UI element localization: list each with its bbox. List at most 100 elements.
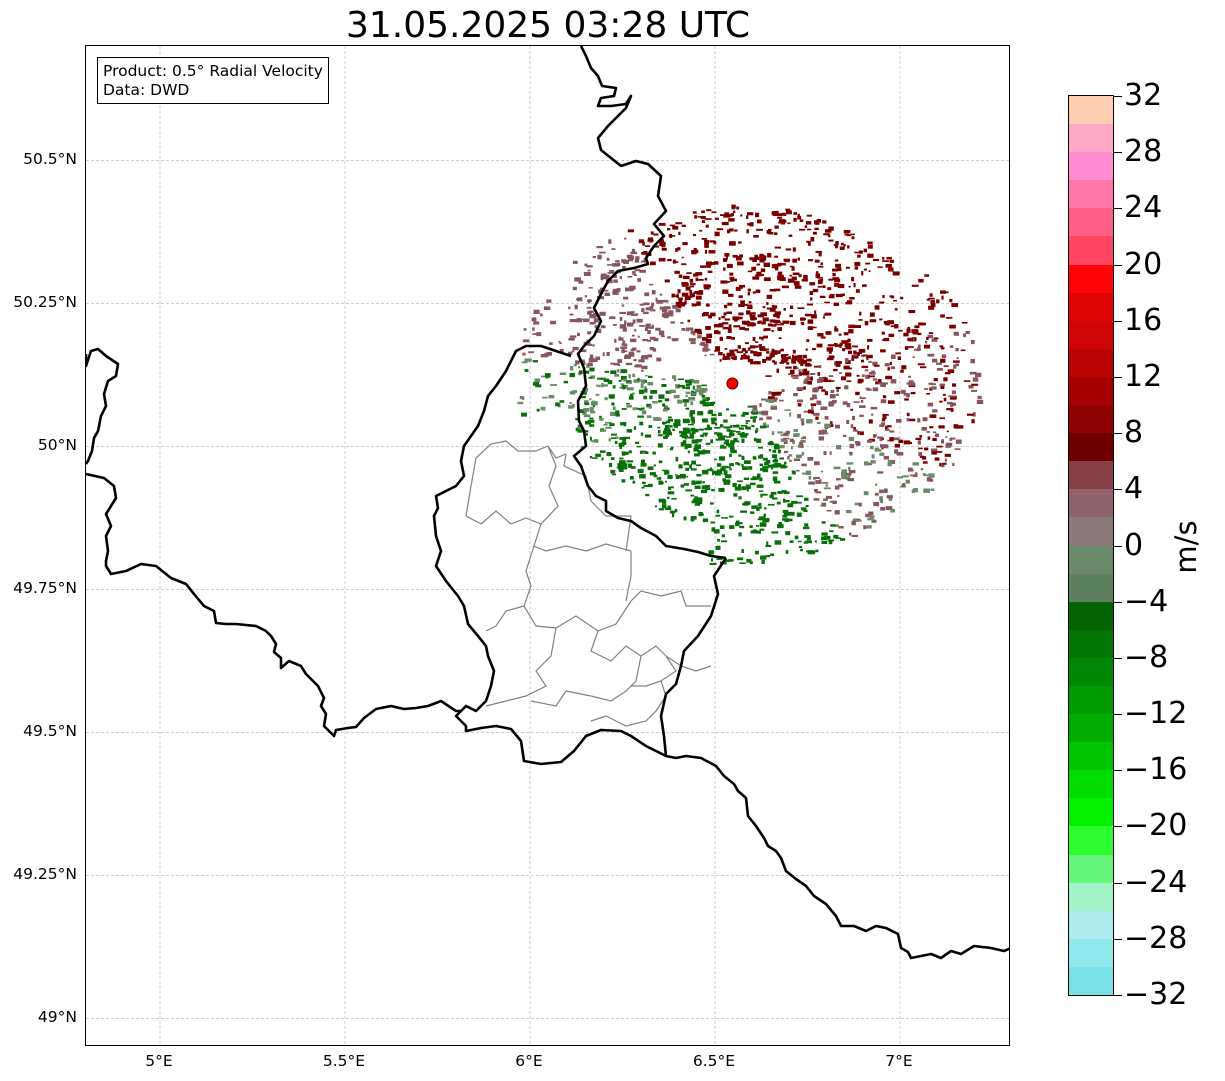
echo-pixel xyxy=(675,309,681,313)
echo-pixel xyxy=(866,388,872,391)
echo-pixel xyxy=(578,409,585,413)
echo-pixel xyxy=(716,463,722,467)
echo-pixel xyxy=(906,412,910,417)
colorbar-segment xyxy=(1069,629,1113,658)
echo-pixel xyxy=(801,322,805,326)
echo-pixel xyxy=(820,336,826,339)
echo-pixel xyxy=(611,473,616,476)
echo-pixel xyxy=(871,454,875,459)
echo-pixel xyxy=(928,332,934,334)
echo-pixel xyxy=(956,357,959,359)
radar-site-marker[interactable] xyxy=(726,377,739,390)
echo-pixel xyxy=(826,357,834,361)
echo-pixel xyxy=(716,509,720,514)
echo-pixel xyxy=(667,496,670,499)
colorbar-segment xyxy=(1069,742,1113,771)
echo-pixel xyxy=(739,316,743,320)
echo-pixel xyxy=(832,268,838,272)
echo-pixel xyxy=(633,426,637,430)
echo-pixel xyxy=(754,550,759,555)
echo-pixel xyxy=(596,328,602,334)
echo-pixel xyxy=(685,329,689,332)
echo-pixel xyxy=(748,301,752,304)
echo-pixel xyxy=(744,321,750,326)
echo-pixel xyxy=(854,266,859,270)
colorbar-segment xyxy=(1069,826,1113,855)
echo-pixel xyxy=(606,452,612,457)
echo-pixel xyxy=(615,260,620,263)
echo-pixel xyxy=(699,229,703,232)
echo-pixel xyxy=(864,369,869,372)
echo-pixel xyxy=(821,389,826,392)
echo-pixel xyxy=(672,225,679,230)
echo-pixel xyxy=(683,461,690,466)
echo-pixel xyxy=(908,418,916,422)
echo-pixel xyxy=(637,335,640,338)
echo-pixel xyxy=(797,414,802,419)
echo-pixel xyxy=(793,212,797,215)
echo-pixel xyxy=(720,540,728,543)
echo-pixel xyxy=(691,381,695,384)
echo-pixel xyxy=(922,322,926,326)
echo-pixel xyxy=(696,301,701,306)
echo-pixel xyxy=(791,373,794,378)
echo-pixel xyxy=(925,340,928,344)
echo-pixel xyxy=(851,357,855,361)
echo-pixel xyxy=(658,257,666,262)
echo-pixel xyxy=(684,300,687,305)
echo-pixel xyxy=(929,414,937,418)
echo-pixel xyxy=(824,427,828,430)
echo-pixel xyxy=(917,363,925,366)
echo-pixel xyxy=(710,521,715,524)
echo-pixel xyxy=(896,476,904,479)
echo-pixel xyxy=(865,262,871,265)
colorbar-segment xyxy=(1069,180,1113,209)
echo-pixel xyxy=(834,524,839,527)
echo-pixel xyxy=(627,322,634,327)
echo-pixel xyxy=(893,300,897,302)
echo-pixel xyxy=(741,486,747,491)
echo-pixel xyxy=(589,314,596,319)
echo-pixel xyxy=(689,433,694,438)
echo-pixel xyxy=(706,348,711,351)
echo-pixel xyxy=(834,282,840,285)
colorbar-tick-label: −20 xyxy=(1124,808,1188,844)
echo-pixel xyxy=(766,302,769,305)
echo-pixel xyxy=(889,437,894,442)
echo-pixel xyxy=(664,398,670,402)
lat-tick-label: 49.25°N xyxy=(13,865,77,884)
echo-pixel xyxy=(868,375,875,378)
echo-pixel xyxy=(874,447,880,452)
echo-pixel xyxy=(804,225,807,228)
echo-pixel xyxy=(789,265,794,268)
echo-pixel xyxy=(840,242,844,246)
echo-pixel xyxy=(760,313,765,318)
echo-pixel xyxy=(730,447,735,452)
echo-pixel xyxy=(774,246,781,249)
echo-pixel xyxy=(733,355,737,360)
echo-pixel xyxy=(671,498,677,500)
map-panel[interactable] xyxy=(85,45,1010,1046)
echo-pixel xyxy=(793,365,797,370)
echo-pixel xyxy=(741,463,744,468)
echo-pixel xyxy=(714,330,719,335)
echo-pixel xyxy=(719,446,727,449)
echo-pixel xyxy=(658,498,666,503)
echo-pixel xyxy=(664,435,670,437)
echo-pixel xyxy=(887,459,893,465)
colorbar-tick-mark xyxy=(1114,376,1122,378)
echo-pixel xyxy=(713,529,720,534)
echo-pixel xyxy=(771,350,777,354)
echo-pixel xyxy=(716,228,724,231)
echo-pixel xyxy=(836,387,840,393)
echo-pixel xyxy=(632,407,638,411)
echo-pixel xyxy=(708,409,713,415)
echo-pixel xyxy=(641,365,648,370)
echo-pixel xyxy=(662,408,668,412)
echo-pixel xyxy=(970,359,975,364)
echo-pixel xyxy=(774,443,779,446)
echo-pixel xyxy=(932,358,938,363)
echo-pixel xyxy=(804,313,812,317)
echo-pixel xyxy=(686,475,689,478)
echo-pixel xyxy=(659,293,663,296)
